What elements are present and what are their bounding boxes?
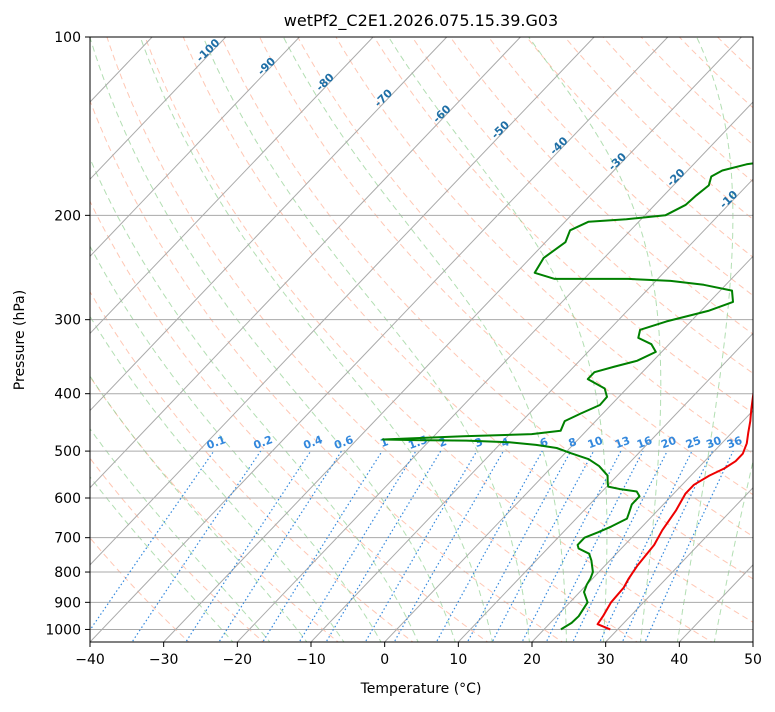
y-tick-label: 100	[54, 30, 81, 46]
y-tick-label: 400	[54, 387, 81, 403]
x-tick-label: −20	[223, 652, 253, 668]
y-tick-label: 600	[54, 491, 81, 507]
y-tick-label: 300	[54, 313, 81, 329]
chart-title: wetPf2_C2E1.2026.075.15.39.G03	[284, 11, 558, 31]
x-tick-label: 40	[670, 652, 688, 668]
x-axis-label: Temperature (°C)	[360, 681, 482, 697]
y-tick-label: 500	[54, 444, 81, 460]
x-tick-label: −40	[75, 652, 105, 668]
x-tick-label: 30	[597, 652, 615, 668]
y-tick-label: 1000	[45, 622, 81, 638]
x-tick-label: 50	[744, 652, 762, 668]
y-tick-label: 200	[54, 208, 81, 224]
y-axis-label: Pressure (hPa)	[12, 290, 28, 390]
x-tick-label: 20	[523, 652, 541, 668]
x-tick-label: −30	[149, 652, 179, 668]
x-tick-label: 0	[380, 652, 389, 668]
y-tick-label: 700	[54, 531, 81, 547]
x-tick-label: −10	[296, 652, 326, 668]
y-tick-label: 800	[54, 565, 81, 581]
x-tick-label: 10	[449, 652, 467, 668]
y-tick-label: 900	[54, 595, 81, 611]
